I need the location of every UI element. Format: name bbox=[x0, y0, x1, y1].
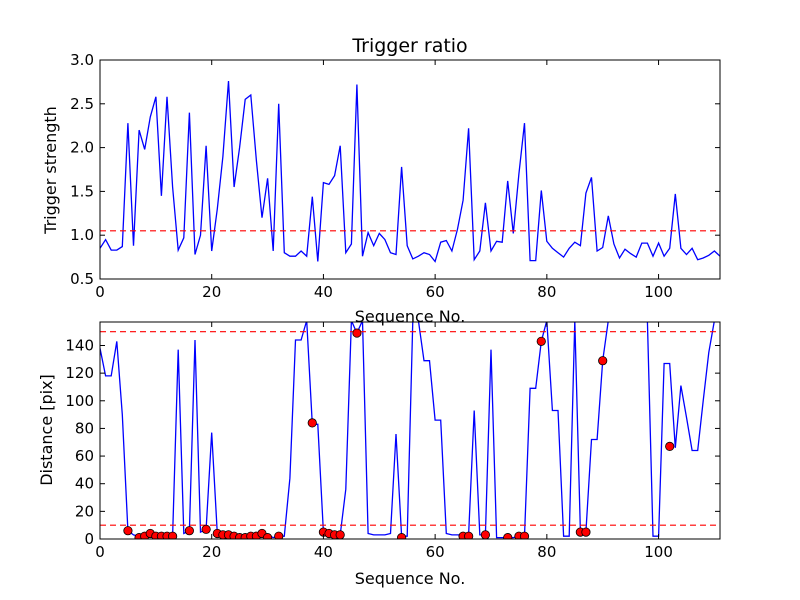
series-line bbox=[100, 80, 720, 263]
chart-trigger-ratio: Trigger ratio 0 20 40 60 80 100 0.5 1.0 1.5 2.0 2.… bbox=[41, 35, 721, 326]
x-axis-label: Sequence No. bbox=[355, 307, 466, 326]
y-tick-label: 140 bbox=[65, 336, 94, 354]
plot-area bbox=[100, 80, 720, 263]
y-tick-label: 2.5 bbox=[70, 95, 94, 113]
data-marker bbox=[274, 531, 284, 539]
x-tick-label: 20 bbox=[202, 283, 221, 301]
data-marker bbox=[352, 328, 362, 338]
axes-frame bbox=[99, 59, 721, 280]
data-marker bbox=[168, 531, 178, 539]
data-marker bbox=[581, 527, 591, 537]
y-axis-label: Trigger strength bbox=[41, 106, 60, 235]
axes-frame bbox=[99, 321, 721, 540]
chart-title: Trigger ratio bbox=[351, 35, 467, 57]
x-tick-label: 80 bbox=[537, 543, 556, 561]
data-marker bbox=[598, 356, 608, 366]
x-tick-label: 100 bbox=[644, 543, 673, 561]
x-tick-label: 100 bbox=[644, 283, 673, 301]
x-tick-label: 40 bbox=[314, 283, 333, 301]
x-tick-label: 0 bbox=[95, 283, 105, 301]
data-marker bbox=[503, 533, 513, 539]
data-marker bbox=[397, 533, 407, 539]
data-marker bbox=[335, 530, 345, 539]
x-tick-label: 60 bbox=[426, 543, 445, 561]
y-tick-label: 40 bbox=[75, 475, 94, 493]
axis-ticks: 0 20 40 60 80 100 0 20 40 60 80 100 120 140 bbox=[65, 322, 720, 561]
data-marker bbox=[123, 526, 133, 536]
x-tick-label: 20 bbox=[202, 543, 221, 561]
axis-ticks: 0 20 40 60 80 100 0.5 1.0 1.5 2.0 2.5 3.0 bbox=[70, 51, 720, 301]
y-tick-label: 1.5 bbox=[70, 182, 94, 200]
y-tick-label: 0.5 bbox=[70, 270, 94, 288]
y-tick-label: 100 bbox=[65, 392, 94, 410]
data-marker bbox=[464, 531, 474, 539]
y-tick-label: 0 bbox=[84, 530, 94, 548]
x-tick-label: 60 bbox=[426, 283, 445, 301]
data-marker bbox=[665, 441, 675, 451]
y-tick-label: 20 bbox=[75, 502, 94, 520]
x-tick-label: 80 bbox=[537, 283, 556, 301]
y-tick-label: 120 bbox=[65, 364, 94, 382]
y-tick-label: 80 bbox=[75, 419, 94, 437]
series-line bbox=[100, 322, 715, 539]
y-tick-label: 60 bbox=[75, 447, 94, 465]
y-tick-label: 1.0 bbox=[70, 226, 94, 244]
data-marker bbox=[262, 533, 273, 539]
data-marker bbox=[519, 531, 530, 539]
y-axis-label: Distance [pix] bbox=[37, 374, 56, 486]
x-tick-label: 40 bbox=[314, 543, 333, 561]
x-axis-label: Sequence No. bbox=[355, 569, 466, 588]
y-tick-label: 2.0 bbox=[70, 139, 94, 157]
data-marker bbox=[201, 524, 211, 534]
plot-area bbox=[100, 322, 720, 539]
x-tick-label: 0 bbox=[95, 543, 105, 561]
y-tick-label: 3.0 bbox=[70, 51, 94, 69]
data-marker bbox=[184, 526, 194, 536]
chart-distance: 0 20 40 60 80 100 0 20 40 60 80 100 120 140 Sequence … bbox=[37, 321, 721, 588]
data-marker bbox=[536, 336, 546, 346]
data-marker bbox=[480, 530, 491, 539]
data-marker bbox=[307, 418, 317, 428]
